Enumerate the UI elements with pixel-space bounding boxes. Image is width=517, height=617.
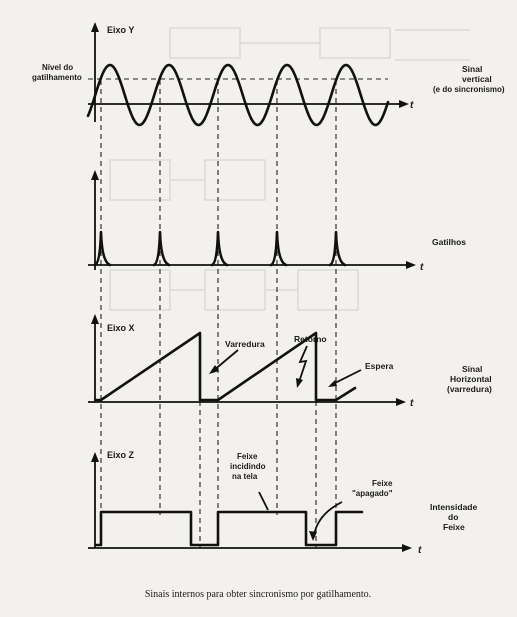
- sweep-pointer: [212, 349, 239, 372]
- wait-pointer: [332, 369, 362, 385]
- y-axis-label: Eixo Y: [107, 25, 134, 35]
- trigger-time-label: t: [420, 262, 424, 273]
- trigger-pulse: [93, 230, 112, 267]
- z-time-arrow-icon: [402, 544, 412, 552]
- beam-on-label-line1: Feixe: [237, 452, 258, 461]
- return-pointer: [298, 345, 308, 383]
- beam-off-label-line2: "apagado": [352, 489, 393, 498]
- trigger-pulse: [328, 230, 347, 267]
- intensity-label-line2: do: [448, 512, 458, 522]
- beam-on-pointer: [258, 491, 269, 511]
- figure-caption: Sinais internos para obter sincronismo p…: [145, 589, 371, 600]
- vertical-signal-label-line1: Sinal: [462, 64, 482, 74]
- panel-beam-intensity: Eixo Z Feixe incidindo na tela Feixe "ap…: [88, 450, 478, 556]
- sawtooth-sweep-wave: [94, 331, 357, 402]
- sweep-label: Varredura: [225, 339, 265, 349]
- background-ghost-diagram: [109, 27, 470, 311]
- wait-label: Espera: [365, 361, 394, 371]
- beam-off-pointer: [313, 501, 343, 536]
- trigger-label: Gatilhos: [432, 237, 466, 247]
- intensity-label-line3: Feixe: [443, 522, 465, 532]
- sweep-pointer-arrow-icon: [209, 365, 219, 374]
- z-time-label: t: [418, 545, 422, 556]
- y-axis-arrow-icon: [91, 22, 99, 32]
- vertical-signal-label-line3: (e do sincronismo): [433, 85, 505, 94]
- horizontal-signal-label-line2: Horizontal: [450, 374, 492, 384]
- panel-horizontal-sweep: Eixo X Varredura Retorno Espera Sinal Ho…: [88, 314, 492, 409]
- trigger-pulse: [269, 230, 288, 267]
- sync-dashed-lines: [100, 80, 337, 548]
- trigger-pulses: [93, 230, 347, 267]
- trigger-level-label-line2: gatilhamento: [32, 73, 82, 82]
- trigger-level-label-line1: Nível do: [42, 63, 73, 72]
- trigger-pulse: [152, 230, 171, 267]
- return-label: Retorno: [294, 334, 327, 344]
- y-time-label: t: [410, 100, 414, 111]
- z-axis-arrow-icon: [91, 452, 99, 462]
- wait-pointer-arrow-icon: [328, 380, 337, 387]
- beam-off-label-line1: Feixe: [372, 479, 393, 488]
- x-axis-label: Eixo X: [107, 323, 135, 333]
- trigger-axis-arrow-icon: [91, 170, 99, 180]
- y-time-arrow-icon: [399, 100, 409, 108]
- trigger-time-arrow-icon: [406, 261, 416, 269]
- z-axis-label: Eixo Z: [107, 450, 135, 460]
- panel-vertical-signal: Eixo Y Nível do gatilhamento Sinal verti…: [32, 22, 505, 127]
- vertical-signal-label-line2: vertical: [462, 74, 492, 84]
- beam-intensity-wave: [94, 510, 364, 547]
- beam-off-arrow-icon: [309, 531, 317, 541]
- x-time-arrow-icon: [396, 398, 406, 406]
- x-axis-arrow-icon: [91, 314, 99, 324]
- intensity-label-line1: Intensidade: [430, 502, 478, 512]
- panel-trigger-pulses: Gatilhos t: [88, 170, 466, 273]
- vertical-sine-wave: [86, 63, 390, 127]
- horizontal-signal-label-line1: Sinal: [462, 364, 482, 374]
- beam-on-label-line2: incidindo: [230, 462, 266, 471]
- return-pointer-arrow-icon: [296, 378, 303, 388]
- beam-on-label-line3: na tela: [232, 472, 258, 481]
- trigger-pulse: [210, 230, 229, 267]
- horizontal-signal-label-line3: (varredura): [447, 384, 492, 394]
- x-time-label: t: [410, 398, 414, 409]
